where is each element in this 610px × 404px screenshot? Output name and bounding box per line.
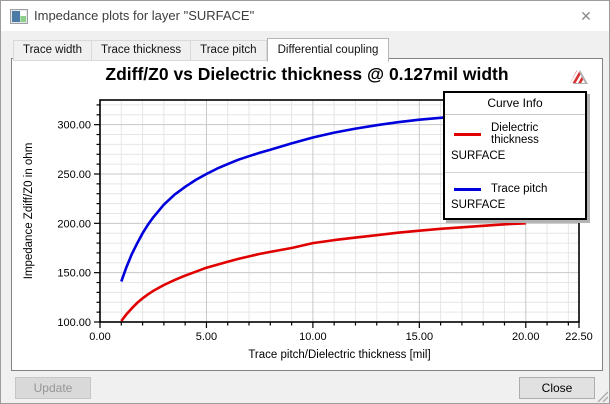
titlebar: Impedance plots for layer "SURFACE" ✕ xyxy=(1,1,609,31)
vendor-logo-icon xyxy=(570,69,588,84)
curve-label: Trace pitch xyxy=(491,183,548,195)
tab-trace-thickness[interactable]: Trace thickness xyxy=(92,40,192,61)
svg-text:0.00: 0.00 xyxy=(89,331,110,343)
svg-text:150.00: 150.00 xyxy=(57,268,91,280)
chart-panel: Zdiff/Z0 vs Dielectric thickness @ 0.127… xyxy=(11,58,603,371)
legend-entry: Dielectric thickness SURFACE xyxy=(445,115,585,167)
legend-header: Curve Info xyxy=(445,93,585,115)
svg-text:100.00: 100.00 xyxy=(57,317,91,329)
svg-text:Impedance Zdiff/Z0 in ohm: Impedance Zdiff/Z0 in ohm xyxy=(23,143,35,280)
resize-grip[interactable] xyxy=(595,389,608,402)
svg-text:300.00: 300.00 xyxy=(57,120,91,132)
svg-text:10.00: 10.00 xyxy=(299,331,327,343)
svg-text:5.00: 5.00 xyxy=(196,331,217,343)
curve-swatch xyxy=(454,132,481,136)
curve-layer: SURFACE xyxy=(451,199,506,211)
chart-title: Zdiff/Z0 vs Dielectric thickness @ 0.127… xyxy=(105,64,509,84)
svg-text:15.00: 15.00 xyxy=(406,331,434,343)
app-icon xyxy=(10,9,28,24)
curves xyxy=(120,110,526,322)
tab-trace-width[interactable]: Trace width xyxy=(13,40,93,61)
curve-label: Dielectric thickness xyxy=(491,122,539,146)
tab-differential-coupling[interactable]: Differential coupling xyxy=(266,38,390,62)
legend-box: Curve Info Dielectric thickness SURFACE Tr… xyxy=(443,91,587,220)
tab-bar: Trace width Trace thickness Trace pitch Dif… xyxy=(13,38,390,62)
curve-trace-pitch xyxy=(120,110,526,282)
svg-text:22.50: 22.50 xyxy=(565,331,593,343)
legend-entries: Dielectric thickness SURFACE Trace pitch SU… xyxy=(445,115,585,216)
tab-trace-pitch[interactable]: Trace pitch xyxy=(191,40,267,61)
update-button[interactable]: Update xyxy=(15,377,91,399)
svg-text:Trace pitch/Dielectric thickne: Trace pitch/Dielectric thickness [mil] xyxy=(248,349,430,361)
curve-swatch xyxy=(454,187,481,191)
svg-text:20.00: 20.00 xyxy=(512,331,540,343)
svg-text:200.00: 200.00 xyxy=(57,218,91,230)
close-button[interactable]: Close xyxy=(519,377,595,399)
legend-entry: Trace pitch SURFACE xyxy=(445,172,585,216)
curve-layer: SURFACE xyxy=(451,150,506,162)
window-title: Impedance plots for layer "SURFACE" xyxy=(34,8,255,23)
curve-dielectric-thickness xyxy=(120,222,526,322)
close-icon[interactable]: ✕ xyxy=(571,3,601,29)
axis-labels: 0.00 5.00 10.00 15.00 20.00 22.50 100.00 150.00… xyxy=(23,120,593,361)
svg-text:250.00: 250.00 xyxy=(57,169,91,181)
